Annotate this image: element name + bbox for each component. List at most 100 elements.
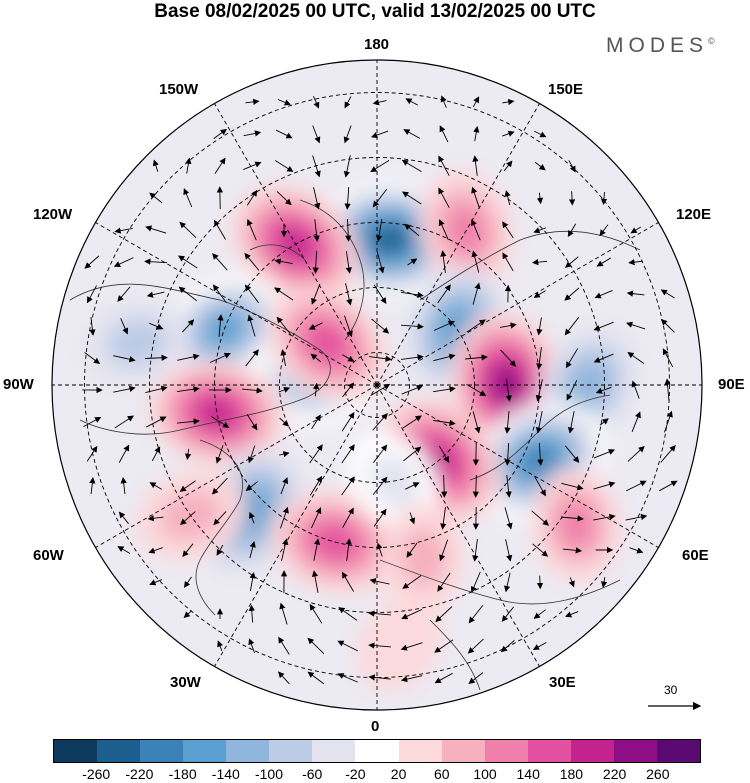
wind-vector [343,125,352,144]
wind-vector [214,157,226,174]
wind-vector [307,671,325,685]
wind-vector [118,511,129,525]
wind-vector [311,283,321,305]
meridian-line [376,384,659,548]
wind-vector [342,507,354,528]
wind-vector [500,639,515,653]
wind-vector [626,321,646,330]
wind-vector [401,385,424,395]
wind-vector [274,287,294,301]
wind-vector [86,285,97,304]
wind-vector [440,507,447,530]
latitude-circle [279,287,475,483]
wind-vector [438,219,449,241]
wind-vector [217,640,224,651]
wind-vector [564,317,580,336]
wind-vector [309,603,323,624]
wind-vector [599,418,609,426]
wind-vector [246,189,258,206]
wind-vector [593,481,616,490]
wind-vector [245,481,258,491]
colorbar-tick-label: 140 [516,766,540,782]
wind-vector [152,159,159,172]
wind-vector [120,477,127,495]
anomaly-band [198,398,236,428]
wind-vector [400,323,424,330]
anomaly-band [373,226,406,252]
wind-vector [177,418,200,425]
wind-vector [537,442,544,466]
wind-vector [244,284,259,304]
meridian-line [376,103,540,386]
wind-vector [466,319,486,333]
wind-vector [406,542,418,558]
wind-vector [84,255,100,269]
wind-vector [144,258,168,265]
wind-vector [533,227,546,234]
coastline [195,439,243,616]
lon-label-30e: 30E [549,674,576,691]
wind-vector [373,508,387,527]
colorbar-swatch [97,740,141,762]
wind-vector [311,507,322,529]
wind-vector [401,354,424,361]
anomaly-band [356,597,443,691]
wind-vector [118,444,130,463]
wind-vector [368,610,391,617]
wind-vector [660,444,676,463]
meridian-line [214,103,378,386]
lon-label-90w: 90W [3,376,34,393]
wind-vector [505,475,512,498]
wind-vector [536,317,543,336]
wind-vector [276,316,292,335]
wind-vector [278,671,290,685]
wind-vector [404,223,420,237]
meridian-line [376,384,540,667]
wind-vector [313,538,321,561]
wind-vectors [82,95,678,685]
wind-vector [594,290,613,299]
wind-vector [560,515,584,522]
wind-vector [631,380,640,399]
wind-vector [211,477,228,495]
wind-vector [344,315,353,338]
wind-vector [600,191,608,205]
wind-vector [470,219,481,241]
wind-vector [245,349,259,367]
wind-vector [400,675,423,683]
wind-vector [344,186,351,210]
wind-vector [278,636,290,655]
wind-vector [499,322,517,329]
wind-vector [147,515,164,522]
wind-vector [535,411,543,434]
wind-vector [663,410,673,433]
wind-vector [438,187,450,208]
wind-vector [277,99,291,106]
colorbar-swatch [398,740,442,762]
wind-vector [279,417,290,427]
anomaly-center [356,597,443,691]
colorbar-swatch [484,740,528,762]
wind-vector [182,319,195,333]
map-title: Base 08/02/2025 00 UTC, valid 13/02/2025… [154,1,596,22]
wind-vector [179,480,196,492]
lon-label-150w: 150W [159,81,199,98]
wind-vector [627,445,645,462]
wind-vector [370,383,391,397]
wind-vector [467,638,484,654]
wind-vector [596,257,611,267]
colorbar-tick-label: -100 [254,766,284,782]
wind-vector [568,160,576,173]
colorbar-swatch [54,740,98,762]
colorbar-swatch [183,740,227,762]
wind-vector [279,602,288,625]
wind-vector [342,382,355,398]
colorbar-tick-label: 220 [602,766,627,782]
wind-vector [407,258,418,266]
wind-vector [280,506,289,529]
wind-vector [536,347,543,370]
wind-vector [372,476,388,495]
colorbar-swatch [527,740,571,762]
wind-vector [312,250,319,274]
wind-vector [246,414,258,431]
